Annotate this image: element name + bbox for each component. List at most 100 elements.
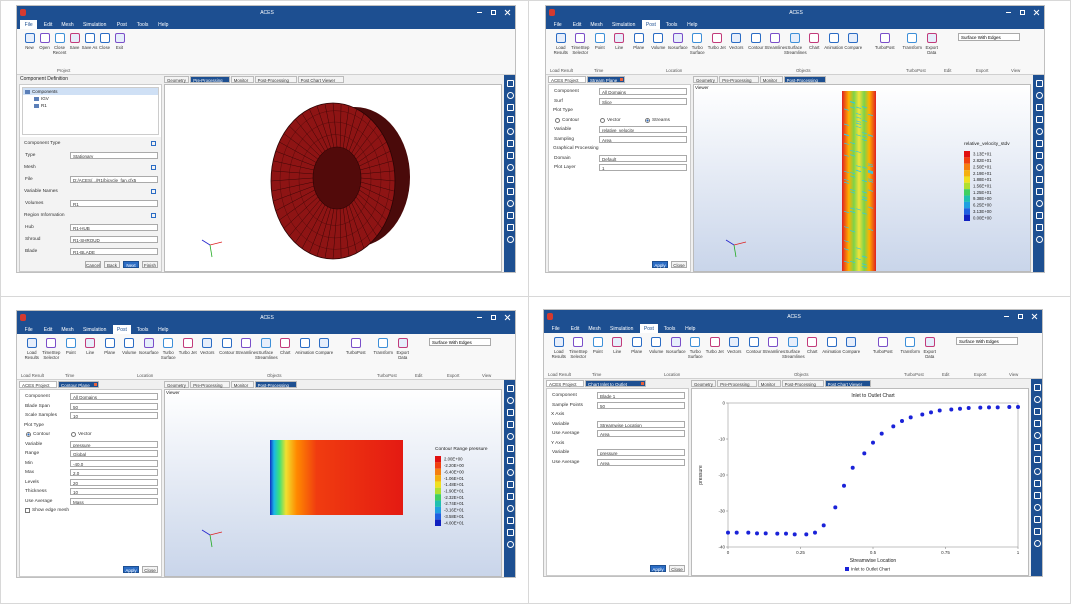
- ribbon-icon[interactable]: [612, 337, 623, 347]
- toolbar-icon[interactable]: [507, 128, 514, 135]
- ribbon-icon[interactable]: [614, 33, 625, 43]
- view-tab[interactable]: Post-Processing: [254, 381, 297, 388]
- toolbar-icon[interactable]: [507, 529, 514, 536]
- ribbon-button-label[interactable]: Vectors: [729, 45, 744, 50]
- ribbon-button-label[interactable]: Volume: [122, 350, 137, 355]
- ribbon-icon[interactable]: [879, 33, 890, 43]
- toolbar-icon[interactable]: [1036, 116, 1043, 123]
- field-input[interactable]: Area: [597, 430, 685, 437]
- radio-label[interactable]: Contour: [33, 432, 51, 437]
- toolbar-icon[interactable]: [507, 397, 514, 404]
- ribbon-icon[interactable]: [672, 33, 683, 43]
- ribbon-button-label[interactable]: Chart: [806, 349, 818, 354]
- ribbon-button-label[interactable]: Export Data: [923, 349, 936, 359]
- action-button[interactable]: Close: [142, 566, 158, 573]
- ribbon-button-label[interactable]: Isosurface: [667, 45, 688, 50]
- ribbon-icon[interactable]: [99, 33, 110, 43]
- toolbar-icon[interactable]: [507, 188, 514, 195]
- toolbar-icon[interactable]: [507, 116, 514, 123]
- ribbon-icon[interactable]: [39, 33, 50, 43]
- toolbar-icon[interactable]: [507, 152, 514, 159]
- view-tab[interactable]: Geometry: [164, 381, 190, 388]
- ribbon-icon[interactable]: [731, 33, 742, 43]
- ribbon-button-label[interactable]: Open: [39, 45, 50, 50]
- toolbar-icon[interactable]: [507, 433, 514, 440]
- menu-item[interactable]: Help: [158, 22, 169, 28]
- tree-item[interactable]: R1: [41, 103, 47, 108]
- ribbon-icon[interactable]: [651, 337, 662, 347]
- toolbar-icon[interactable]: [507, 104, 514, 111]
- field-input[interactable]: All Domains: [70, 393, 158, 400]
- menu-item[interactable]: Edit: [43, 327, 53, 333]
- ribbon-icon[interactable]: [924, 337, 935, 347]
- ribbon-icon[interactable]: [711, 33, 722, 43]
- ribbon-button-label[interactable]: New: [25, 45, 34, 50]
- toolbar-icon[interactable]: [1034, 456, 1041, 463]
- toolbar-icon[interactable]: [1034, 528, 1041, 535]
- menu-item[interactable]: File: [24, 327, 33, 333]
- action-button[interactable]: Next: [123, 261, 139, 268]
- panel-tab[interactable]: ACES Project: [546, 380, 584, 387]
- ribbon-button-label[interactable]: TimeStep Selector: [571, 45, 590, 55]
- field-input[interactable]: 2.0: [70, 469, 158, 476]
- maximize-button[interactable]: [1018, 314, 1023, 319]
- ribbon-button-label[interactable]: Surface Streamlines: [255, 350, 278, 360]
- field-input[interactable]: 10: [70, 488, 158, 495]
- field-input[interactable]: Blade 1: [597, 392, 685, 399]
- ribbon-icon[interactable]: [828, 33, 839, 43]
- field-input[interactable]: 1: [599, 164, 687, 171]
- toolbar-icon[interactable]: [507, 236, 514, 243]
- ribbon-icon[interactable]: [633, 33, 644, 43]
- field-input[interactable]: relative_velocity: [599, 126, 687, 133]
- view-tab[interactable]: Pre-Processing: [717, 380, 757, 387]
- toolbar-icon[interactable]: [507, 469, 514, 476]
- toolbar-icon[interactable]: [507, 541, 514, 548]
- menu-item[interactable]: Post: [113, 325, 131, 334]
- ribbon-button-label[interactable]: TurboPost: [872, 349, 893, 354]
- view-tab[interactable]: Post Chart Viewer: [297, 76, 345, 83]
- ribbon-button-label[interactable]: Close Recent: [52, 45, 67, 55]
- panel-tab[interactable]: Chart Inlet to Outlet: [585, 380, 646, 387]
- view-tab[interactable]: Monitor: [757, 380, 781, 387]
- ribbon-button-label[interactable]: Turbo Jet: [707, 45, 726, 50]
- action-button[interactable]: Apply: [650, 565, 666, 572]
- radio-button[interactable]: [600, 117, 605, 123]
- menu-item[interactable]: Mesh: [588, 326, 601, 332]
- ribbon-button-label[interactable]: Save As: [81, 45, 98, 50]
- action-button[interactable]: Finish: [142, 261, 158, 268]
- ribbon-button-label[interactable]: Point: [65, 350, 76, 355]
- ribbon-icon[interactable]: [260, 338, 271, 348]
- ribbon-button-label[interactable]: Load Results: [551, 349, 566, 359]
- action-button[interactable]: Apply: [652, 261, 668, 268]
- field-input[interactable]: -40.0: [70, 459, 158, 467]
- field-input[interactable]: Stationary: [70, 152, 158, 159]
- ribbon-button-label[interactable]: Chart: [279, 350, 291, 355]
- ribbon-icon[interactable]: [143, 338, 154, 348]
- menu-item[interactable]: Help: [158, 327, 169, 333]
- ribbon-icon[interactable]: [65, 338, 76, 348]
- field-input[interactable]: 10: [70, 412, 158, 419]
- toolbar-icon[interactable]: [507, 457, 514, 464]
- field-input[interactable]: All Domains: [599, 88, 687, 95]
- ribbon-button-label[interactable]: Isosurface: [138, 350, 159, 355]
- ribbon-button-label[interactable]: Contour: [746, 349, 762, 354]
- toolbar-icon[interactable]: [1036, 212, 1043, 219]
- radio-button[interactable]: [26, 432, 31, 437]
- ribbon-button-label[interactable]: Contour: [219, 350, 235, 355]
- ribbon-icon[interactable]: [750, 33, 761, 43]
- ribbon-icon[interactable]: [770, 33, 781, 43]
- ribbon-icon[interactable]: [221, 338, 232, 348]
- menu-item[interactable]: Mesh: [61, 22, 74, 28]
- menu-item[interactable]: Edit: [572, 22, 582, 28]
- toolbar-icon[interactable]: [1036, 176, 1043, 183]
- toolbar-icon[interactable]: [1036, 236, 1043, 243]
- field-input[interactable]: Mass: [70, 497, 158, 505]
- view-tab[interactable]: Monitor: [230, 381, 254, 388]
- menu-item[interactable]: Help: [687, 22, 698, 28]
- view-tab[interactable]: Geometry: [693, 76, 719, 83]
- maximize-button[interactable]: [491, 10, 496, 15]
- menu-item[interactable]: Post: [642, 20, 660, 29]
- toolbar-icon[interactable]: [507, 212, 514, 219]
- panel-tab[interactable]: ACES Project: [548, 76, 586, 83]
- action-button[interactable]: Back: [104, 261, 120, 268]
